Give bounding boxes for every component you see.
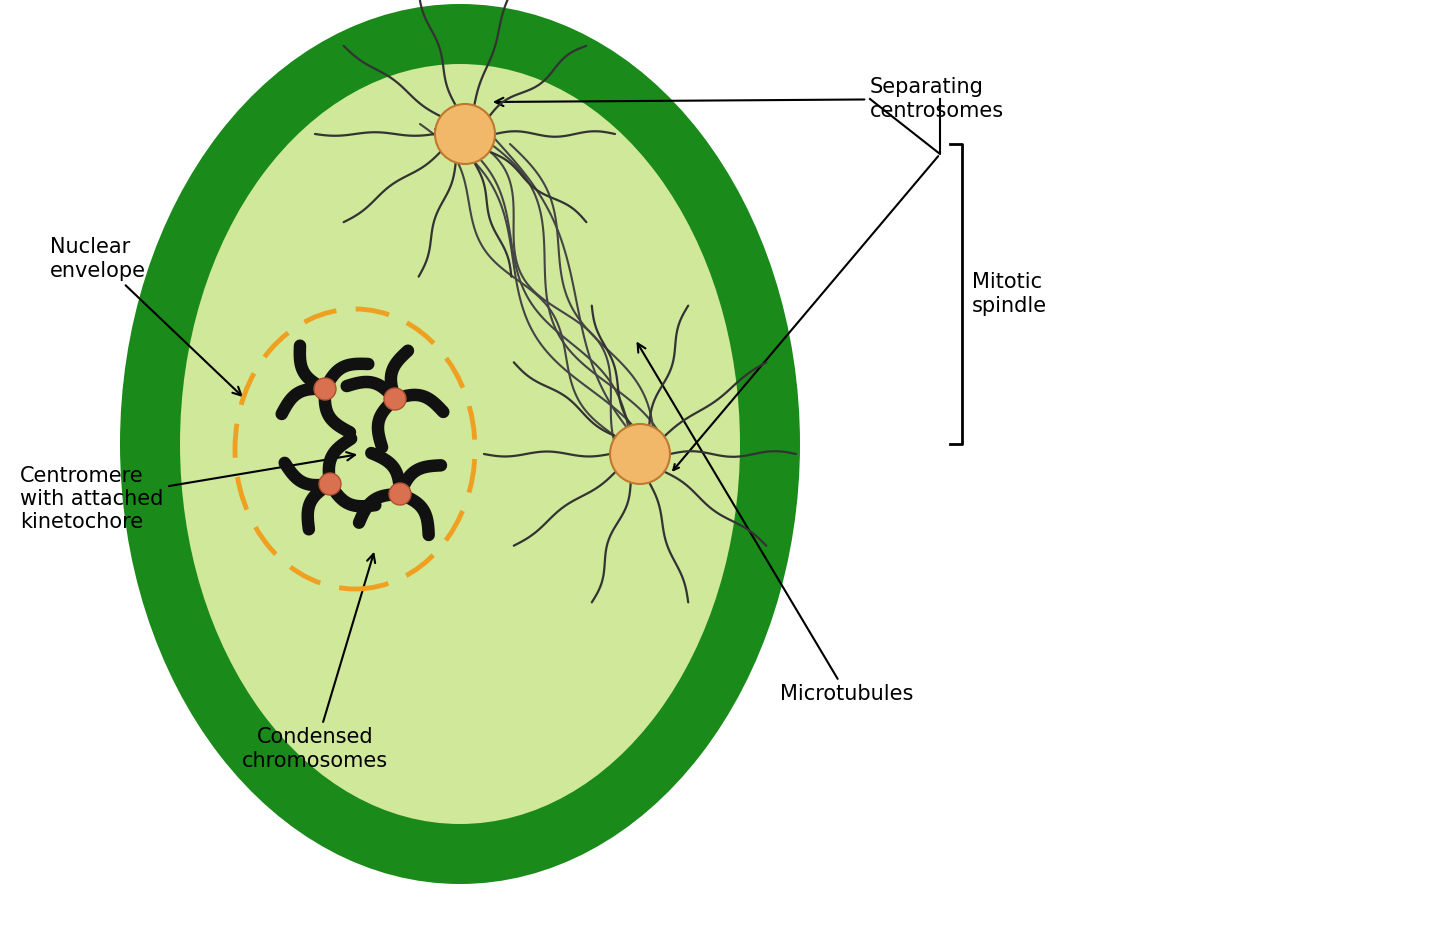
Text: Centromere
with attached
kinetochore: Centromere with attached kinetochore <box>20 452 356 532</box>
Circle shape <box>320 473 341 495</box>
Ellipse shape <box>180 64 740 824</box>
Circle shape <box>389 483 410 505</box>
Circle shape <box>384 388 406 410</box>
Circle shape <box>435 104 495 164</box>
Text: Mitotic
spindle: Mitotic spindle <box>972 273 1047 315</box>
Text: Nuclear
envelope: Nuclear envelope <box>50 237 242 396</box>
Text: Microtubules: Microtubules <box>638 344 913 704</box>
Circle shape <box>314 378 336 400</box>
Text: Condensed
chromosomes: Condensed chromosomes <box>242 554 387 770</box>
Circle shape <box>611 424 670 484</box>
Ellipse shape <box>120 4 801 884</box>
Text: Separating
centrosomes: Separating centrosomes <box>495 77 1004 121</box>
